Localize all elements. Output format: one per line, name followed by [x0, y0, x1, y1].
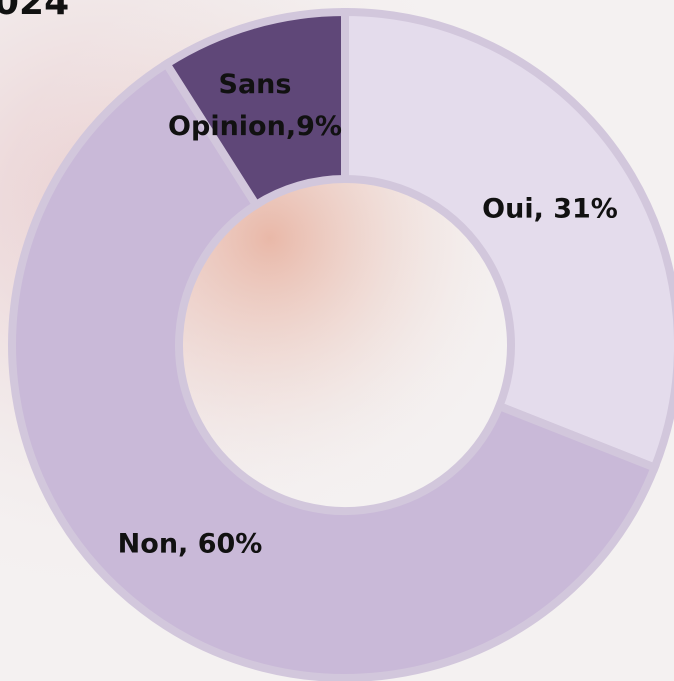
donut-slice	[8, 58, 660, 681]
data-label: Non, 60%	[118, 529, 263, 560]
donut-slice	[341, 7, 674, 473]
donut	[8, 7, 674, 681]
chart-title: 024	[0, 0, 69, 23]
data-label: Oui, 31%	[482, 194, 618, 225]
donut-slice	[161, 7, 349, 211]
data-label: Sans Opinion,9%	[168, 69, 342, 142]
